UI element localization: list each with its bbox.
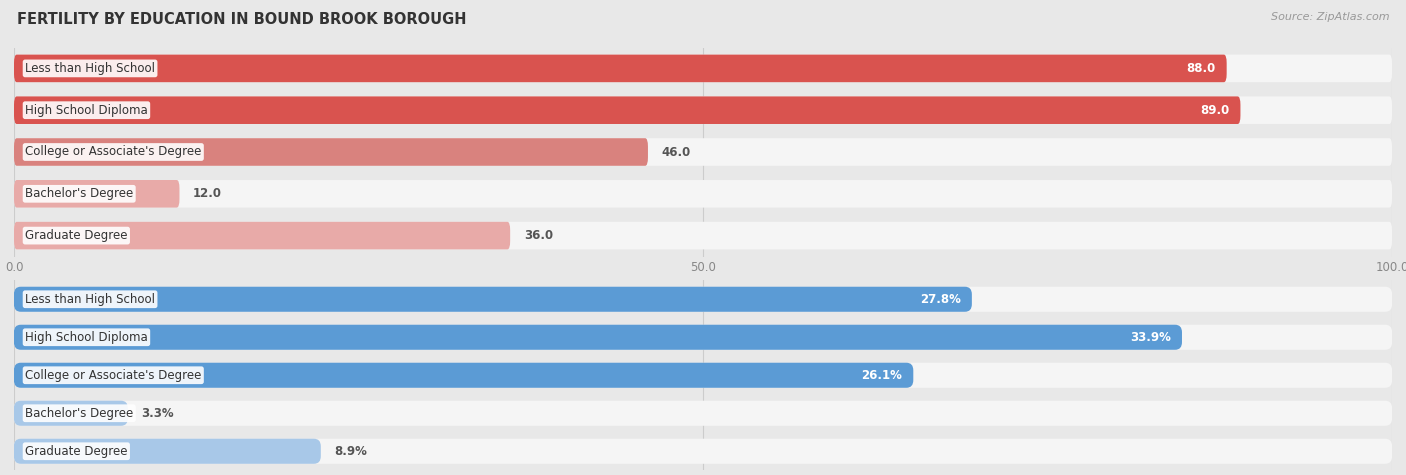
Text: College or Associate's Degree: College or Associate's Degree xyxy=(25,145,201,159)
Text: 27.8%: 27.8% xyxy=(920,293,960,306)
Text: 26.1%: 26.1% xyxy=(862,369,903,382)
Text: 12.0: 12.0 xyxy=(193,187,222,200)
Text: 8.9%: 8.9% xyxy=(335,445,367,458)
FancyBboxPatch shape xyxy=(14,96,1240,124)
FancyBboxPatch shape xyxy=(14,287,1392,312)
Text: High School Diploma: High School Diploma xyxy=(25,104,148,117)
Text: 46.0: 46.0 xyxy=(662,145,690,159)
FancyBboxPatch shape xyxy=(14,401,128,426)
FancyBboxPatch shape xyxy=(14,180,180,208)
FancyBboxPatch shape xyxy=(14,325,1392,350)
Text: 3.3%: 3.3% xyxy=(142,407,174,420)
Text: College or Associate's Degree: College or Associate's Degree xyxy=(25,369,201,382)
FancyBboxPatch shape xyxy=(14,325,1182,350)
FancyBboxPatch shape xyxy=(14,363,914,388)
FancyBboxPatch shape xyxy=(14,401,1392,426)
FancyBboxPatch shape xyxy=(14,55,1392,82)
Text: Less than High School: Less than High School xyxy=(25,293,155,306)
FancyBboxPatch shape xyxy=(14,222,510,249)
Text: FERTILITY BY EDUCATION IN BOUND BROOK BOROUGH: FERTILITY BY EDUCATION IN BOUND BROOK BO… xyxy=(17,12,467,27)
FancyBboxPatch shape xyxy=(14,222,1392,249)
FancyBboxPatch shape xyxy=(14,363,1392,388)
FancyBboxPatch shape xyxy=(14,287,972,312)
Text: Graduate Degree: Graduate Degree xyxy=(25,229,128,242)
FancyBboxPatch shape xyxy=(14,138,1392,166)
Text: 88.0: 88.0 xyxy=(1187,62,1216,75)
FancyBboxPatch shape xyxy=(14,439,321,464)
Text: Graduate Degree: Graduate Degree xyxy=(25,445,128,458)
Text: Bachelor's Degree: Bachelor's Degree xyxy=(25,187,134,200)
Text: High School Diploma: High School Diploma xyxy=(25,331,148,344)
FancyBboxPatch shape xyxy=(14,55,1226,82)
Text: Source: ZipAtlas.com: Source: ZipAtlas.com xyxy=(1271,12,1389,22)
FancyBboxPatch shape xyxy=(14,439,1392,464)
FancyBboxPatch shape xyxy=(14,138,648,166)
Text: Bachelor's Degree: Bachelor's Degree xyxy=(25,407,134,420)
FancyBboxPatch shape xyxy=(14,180,1392,208)
FancyBboxPatch shape xyxy=(14,96,1392,124)
Text: 33.9%: 33.9% xyxy=(1130,331,1171,344)
Text: 89.0: 89.0 xyxy=(1201,104,1229,117)
Text: 36.0: 36.0 xyxy=(524,229,553,242)
Text: Less than High School: Less than High School xyxy=(25,62,155,75)
